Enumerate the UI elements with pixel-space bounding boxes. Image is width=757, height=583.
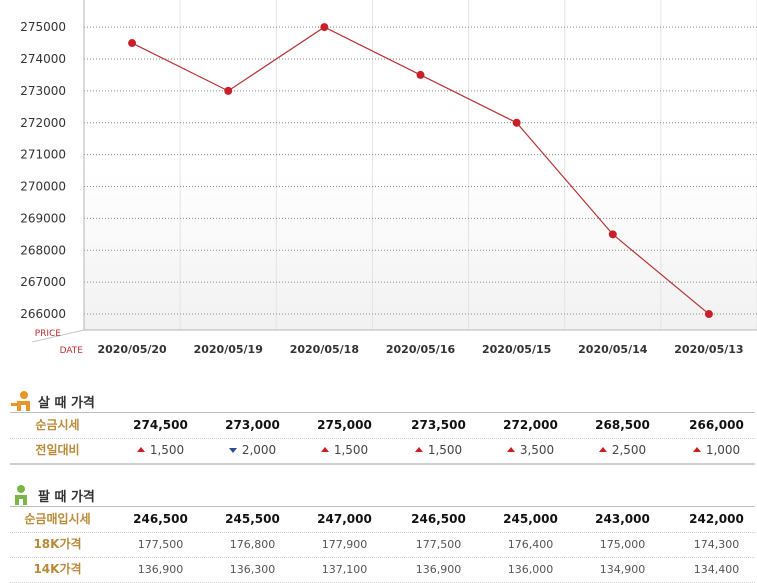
price-cell: 177,500 [137,538,184,551]
up-arrow-icon [136,447,145,452]
axis-corner-diagonal [31,329,85,343]
price-cell: 268,500 [595,418,650,432]
price-cell: 1,500 [298,438,391,463]
change-value: 3,500 [519,443,555,457]
price-cell: 134,400 [693,563,740,576]
price-cell: 245,000 [503,512,558,526]
price-cell: 245,500 [225,512,280,526]
price-cell: 2,500 [576,438,669,463]
price-cell: 1,500 [392,438,485,463]
x-tick-label: 2020/05/15 [482,343,551,356]
x-tick-label: 2020/05/16 [386,343,456,356]
sell-section-title: 팔 때 가격 [38,489,95,505]
price-cell: 136,900 [137,563,184,576]
price-cell: 275,000 [317,418,372,432]
person-buy-icon [11,391,30,411]
down-arrow-icon [228,448,237,453]
data-point [128,39,137,48]
price-cell: 176,800 [229,538,276,551]
person-sell-icon [15,485,27,505]
sell-row-14k: 14K가격 136,900 136,300 137,100 136,900 136,000… [10,557,755,583]
x-tick-label: 2020/05/18 [290,343,359,356]
y-tick-label: 275000 [20,20,66,34]
y-tick-label: 270000 [20,180,66,194]
price-cell: 137,100 [321,563,368,576]
x-axis-title: DATE [60,346,84,356]
y-tick-label: 274000 [20,52,66,66]
sell-row-18k: 18K가격 177,500 176,800 177,900 177,500 176,400… [10,532,755,558]
data-point [224,86,233,95]
price-cell: 177,500 [415,538,462,551]
change-value: 2,500 [611,443,647,457]
data-point [704,310,713,319]
y-tick-label: 269000 [20,211,66,225]
price-cell: 174,300 [693,538,740,551]
change-value: 1,500 [427,443,463,457]
y-tick-label: 271000 [20,148,66,162]
price-cell: 1,000 [670,438,757,463]
row-label: 18K가격 [33,537,82,551]
price-cell: 242,000 [689,512,744,526]
row-label: 순금시세 [35,418,80,432]
y-tick-label: 267000 [20,275,66,289]
row-label: 순금매입시세 [24,512,91,526]
data-point [608,230,617,239]
y-tick-label: 272000 [20,116,66,130]
row-label: 14K가격 [33,562,82,576]
price-line-chart: 275000 274000 273000 272000 271000 270000 2690… [20,0,757,356]
sell-row-pure-gold: 순금매입시세 246,500 245,500 247,000 246,500 245,00… [10,506,755,533]
price-cell: 266,000 [689,418,744,432]
y-tick-label: 273000 [20,84,66,98]
buy-row-pure-gold: 순금시세 274,500 273,000 275,000 273,500 272,000 2… [10,412,755,439]
price-cell: 136,300 [229,563,276,576]
change-value: 1,000 [705,443,741,457]
change-value: 1,500 [333,443,369,457]
y-axis-title: PRICE [35,329,62,339]
price-cell: 243,000 [595,512,650,526]
change-value: 1,500 [149,443,185,457]
price-cell: 136,900 [415,563,462,576]
price-cell: 176,400 [507,538,554,551]
price-cell: 273,500 [411,418,466,432]
up-arrow-icon [598,447,607,452]
data-point [320,23,329,32]
data-point [416,70,425,79]
price-cell: 246,500 [133,512,188,526]
up-arrow-icon [414,447,423,452]
x-tick-label: 2020/05/13 [674,343,743,356]
price-cell: 175,000 [599,538,646,551]
x-tick-label: 2020/05/14 [578,343,648,356]
price-cell: 1,500 [114,438,207,463]
x-tick-label: 2020/05/20 [97,343,167,356]
up-arrow-icon [320,447,329,452]
price-cell: 2,000 [206,438,299,463]
price-cell: 177,900 [321,538,368,551]
price-cell: 3,500 [484,438,577,463]
price-cell: 274,500 [133,418,188,432]
x-tick-label: 2020/05/19 [194,343,263,356]
price-cell: 136,000 [507,563,554,576]
price-cell: 134,900 [599,563,646,576]
buy-price-heading: 살 때 가격 [10,390,95,412]
sell-price-heading: 팔 때 가격 [10,484,95,506]
data-point [512,118,521,127]
price-cell: 273,000 [225,418,280,432]
price-cell: 272,000 [503,418,558,432]
price-cell: 246,500 [411,512,466,526]
y-tick-label: 268000 [20,243,66,257]
buy-row-change: 전일대비 1,500 2,000 1,500 1,500 3,500 2,500 1,000 [10,438,755,465]
buy-section-title: 살 때 가격 [38,395,95,411]
row-label: 전일대비 [35,443,80,457]
change-value: 2,000 [241,443,277,457]
y-tick-label: 266000 [20,307,66,321]
price-cell: 247,000 [317,512,372,526]
up-arrow-icon [506,447,515,452]
up-arrow-icon [692,447,701,452]
